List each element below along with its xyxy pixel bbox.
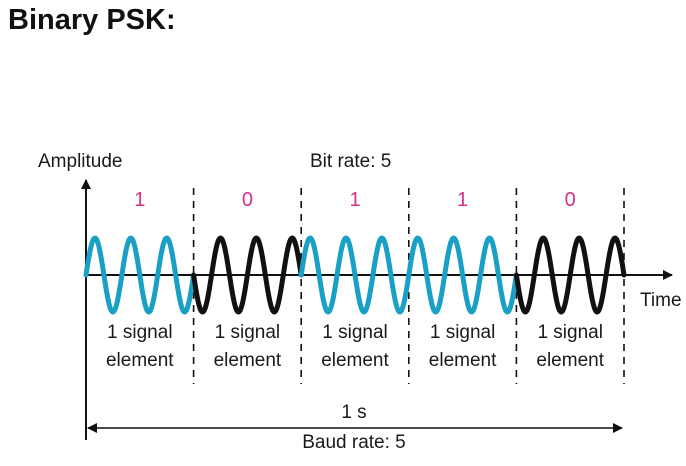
bit-label: 1 — [134, 189, 145, 211]
page-title: Binary PSK: — [8, 4, 176, 36]
signal-element-wave — [83, 235, 197, 315]
signal-element-wave — [298, 235, 412, 315]
amplitude-axis-label: Amplitude — [38, 151, 123, 172]
signal-element-label-line1: 1 signal — [107, 322, 173, 343]
bit-label: 0 — [565, 189, 576, 211]
signal-element-label-line1: 1 signal — [215, 322, 281, 343]
bit-label: 1 — [349, 189, 360, 211]
signal-element-label-line2: element — [214, 350, 282, 371]
signal-element-wave — [513, 235, 627, 315]
signal-element-label-line1: 1 signal — [430, 322, 496, 343]
signal-element-label-line2: element — [429, 350, 497, 371]
signal-element-label-line2: element — [536, 350, 604, 371]
signal-element-wave — [191, 235, 304, 315]
signal-element-label-line1: 1 signal — [537, 322, 603, 343]
time-axis-label: Time — [640, 290, 682, 311]
bit-label: 0 — [242, 189, 253, 211]
bit-rate-label: Bit rate: 5 — [310, 151, 391, 172]
signal-element-label-line2: element — [106, 350, 174, 371]
signal-element-label-line2: element — [321, 350, 389, 371]
bit-label: 1 — [457, 189, 468, 211]
duration-label: 1 s — [341, 402, 366, 423]
signal-element-label-line1: 1 signal — [322, 322, 388, 343]
baud-rate-label: Baud rate: 5 — [302, 432, 406, 453]
signal-element-wave — [406, 235, 519, 315]
